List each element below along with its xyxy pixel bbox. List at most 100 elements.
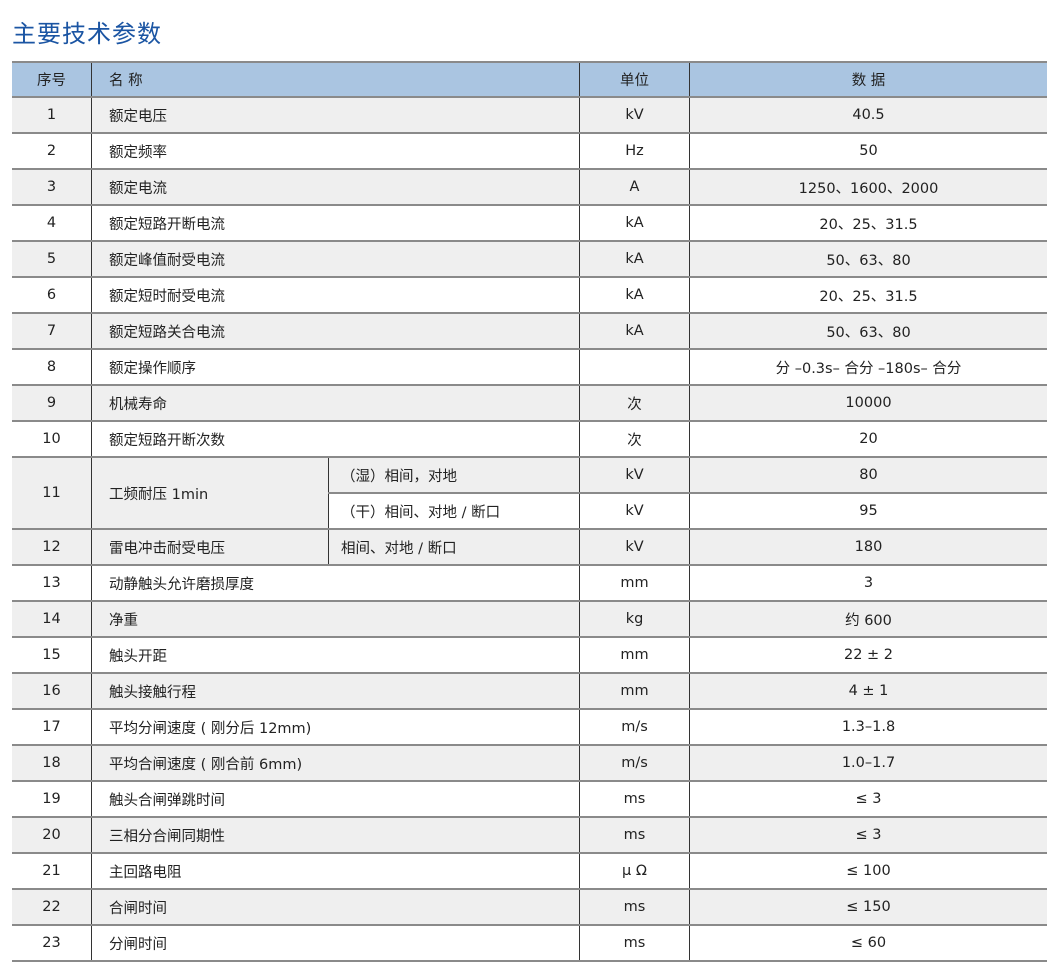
table-row: 4 额定短路开断电流 kA 20、25、31.5	[12, 204, 1047, 242]
table-row: 14 净重 kg 约 600	[12, 600, 1047, 638]
row-name: 主回路电阻	[91, 852, 580, 890]
row-name: 额定频率	[91, 132, 580, 170]
row-seq: 17	[12, 708, 92, 746]
table-row: 7 额定短路关合电流 kA 50、63、80	[12, 312, 1047, 350]
row-seq: 20	[12, 816, 92, 854]
row-seq: 1	[12, 96, 92, 134]
row-value: 约 600	[689, 600, 1047, 638]
row-value: ≤ 100	[689, 852, 1047, 890]
row-value: 20、25、31.5	[689, 204, 1047, 242]
row-unit: kV	[579, 456, 690, 494]
row-unit: kA	[579, 276, 690, 314]
table-row: 12 雷电冲击耐受电压 相间、对地 / 断口 kV 180	[12, 528, 1047, 566]
row-value: 50、63、80	[689, 312, 1047, 350]
row-value: 180	[689, 528, 1047, 566]
row-value: 10000	[689, 384, 1047, 422]
row-value: 80	[689, 456, 1047, 494]
table-row: 22 合闸时间 ms ≤ 150	[12, 888, 1047, 926]
row-unit: μ Ω	[579, 852, 690, 890]
row-seq: 7	[12, 312, 92, 350]
row-value: ≤ 3	[689, 816, 1047, 854]
row-seq: 19	[12, 780, 92, 818]
table-row: 17 平均分闸速度 ( 刚分后 12mm) m/s 1.3–1.8	[12, 708, 1047, 746]
row-unit: m/s	[579, 744, 690, 782]
row-seq: 9	[12, 384, 92, 422]
table-row: 2 额定频率 Hz 50	[12, 132, 1047, 170]
page-title: 主要技术参数	[12, 20, 162, 48]
row-name: 净重	[91, 600, 580, 638]
row-seq: 13	[12, 564, 92, 602]
row-unit: kV	[579, 96, 690, 134]
row-seq: 10	[12, 420, 92, 458]
table-row: 11 工频耐压 1min （湿）相间，对地 kV 80	[12, 456, 1047, 530]
row-name: 额定短路开断电流	[91, 204, 580, 242]
row-seq: 2	[12, 132, 92, 170]
row-unit: ms	[579, 888, 690, 926]
row-name: 三相分合闸同期性	[91, 816, 580, 854]
header-unit: 单位	[579, 61, 690, 98]
header-data: 数 据	[689, 61, 1047, 98]
row-unit: kA	[579, 204, 690, 242]
row-unit: mm	[579, 564, 690, 602]
row-value: 22 ± 2	[689, 636, 1047, 674]
table-row: 15 触头开距 mm 22 ± 2	[12, 636, 1047, 674]
row-value: 40.5	[689, 96, 1047, 134]
table-row: 3 额定电流 A 1250、1600、2000	[12, 168, 1047, 206]
row-unit: 次	[579, 384, 690, 422]
row-seq: 6	[12, 276, 92, 314]
row-name: 额定操作顺序	[91, 348, 580, 386]
header-seq: 序号	[12, 61, 92, 98]
row-unit: m/s	[579, 708, 690, 746]
row-seq: 16	[12, 672, 92, 710]
row-name: 分闸时间	[91, 924, 580, 962]
row-seq: 22	[12, 888, 92, 926]
row-unit: kA	[579, 240, 690, 278]
row-name: 额定短路开断次数	[91, 420, 580, 458]
header-name: 名 称	[91, 61, 580, 98]
row-value: 1250、1600、2000	[689, 168, 1047, 206]
row-seq: 15	[12, 636, 92, 674]
table-row: 1 额定电压 kV 40.5	[12, 96, 1047, 134]
row-seq: 3	[12, 168, 92, 206]
row-seq: 23	[12, 924, 92, 962]
row-name: 额定峰值耐受电流	[91, 240, 580, 278]
row-unit: mm	[579, 672, 690, 710]
row-seq: 8	[12, 348, 92, 386]
row-name: 合闸时间	[91, 888, 580, 926]
row-seq: 18	[12, 744, 92, 782]
row-seq: 21	[12, 852, 92, 890]
row-value: 3	[689, 564, 1047, 602]
row-value: 50、63、80	[689, 240, 1047, 278]
table-row: 8 额定操作顺序 分 –0.3s– 合分 –180s– 合分	[12, 348, 1047, 386]
row-seq: 5	[12, 240, 92, 278]
row-seq: 4	[12, 204, 92, 242]
row-seq: 12	[12, 528, 92, 566]
table-row: 20 三相分合闸同期性 ms ≤ 3	[12, 816, 1047, 854]
row-value: 1.3–1.8	[689, 708, 1047, 746]
row-unit: ms	[579, 924, 690, 962]
row-unit	[579, 348, 690, 386]
row-unit: mm	[579, 636, 690, 674]
row-name: 触头开距	[91, 636, 580, 674]
row-value: ≤ 3	[689, 780, 1047, 818]
row-value: 20	[689, 420, 1047, 458]
row-unit: kV	[579, 528, 690, 566]
row-condition: （湿）相间，对地	[328, 456, 580, 494]
table-row: 23 分闸时间 ms ≤ 60	[12, 924, 1047, 962]
parameters-table: 序号 名 称 单位 数 据 1 额定电压 kV 40.5 2 额定频率 Hz 50 3 额定电流 A…	[12, 61, 1047, 962]
row-name: 雷电冲击耐受电压	[91, 528, 329, 566]
row-value: 分 –0.3s– 合分 –180s– 合分	[689, 348, 1047, 386]
table-row: 9 机械寿命次 10000	[12, 384, 1047, 422]
table-row: 5 额定峰值耐受电流 kA 50、63、80	[12, 240, 1047, 278]
row-unit: 次	[579, 420, 690, 458]
row-unit: A	[579, 168, 690, 206]
row-unit: ms	[579, 780, 690, 818]
row-unit: kg	[579, 600, 690, 638]
table-subrow: （干）相间、对地 / 断口 kV 95	[12, 492, 1047, 530]
row-name: 机械寿命	[91, 384, 580, 422]
row-value: 20、25、31.5	[689, 276, 1047, 314]
row-name: 平均分闸速度 ( 刚分后 12mm)	[91, 708, 580, 746]
row-value: ≤ 150	[689, 888, 1047, 926]
row-name: 平均合闸速度 ( 刚合前 6mm)	[91, 744, 580, 782]
row-name: 触头接触行程	[91, 672, 580, 710]
